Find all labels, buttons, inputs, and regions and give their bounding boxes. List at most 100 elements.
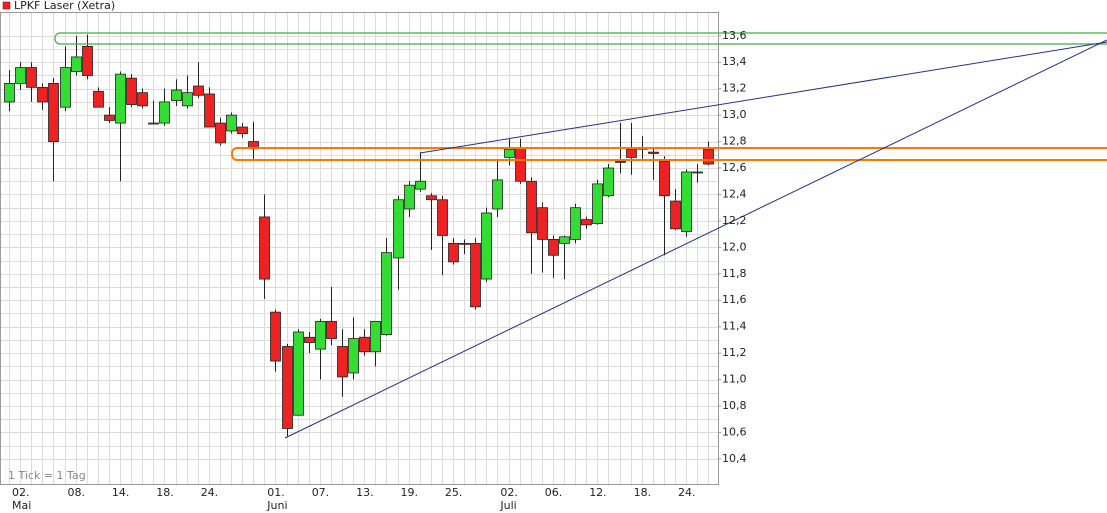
candle-body [537, 207, 548, 240]
candle-body [148, 122, 159, 125]
candle-body [71, 56, 82, 72]
x-tick-label: 01. [267, 486, 285, 499]
x-tick-label: 18. [156, 486, 174, 499]
candle-body [692, 171, 703, 174]
y-tick-label: 11,0 [722, 373, 747, 386]
candle-body [459, 242, 470, 245]
candle-body [559, 236, 570, 244]
candle-body [26, 67, 37, 88]
x-tick-label: 06. [545, 486, 563, 499]
candle-body [703, 149, 714, 165]
month-label: Juli [499, 499, 516, 512]
y-tick-label: 11,6 [722, 293, 747, 306]
candle-body [193, 85, 204, 96]
tick-note: 1 Tick = 1 Tag [8, 469, 86, 482]
x-tick-label: 13. [356, 486, 374, 499]
candle-body [282, 346, 293, 429]
x-tick-label: 18. [634, 486, 652, 499]
candle-body [315, 320, 326, 350]
y-tick-label: 13,0 [722, 108, 747, 121]
y-tick-label: 12,6 [722, 161, 747, 174]
candle-body [626, 149, 637, 158]
candle-body [326, 320, 337, 339]
month-label: Juni [266, 499, 287, 512]
candle-body [515, 147, 526, 182]
y-tick-label: 12,8 [722, 135, 747, 148]
candle-body [93, 90, 104, 108]
candle-body [570, 207, 581, 240]
legend-swatch [2, 1, 11, 10]
x-tick-label: 19. [401, 486, 419, 499]
candle-body [37, 86, 48, 103]
candle-body [304, 336, 315, 343]
candle-body [237, 126, 248, 135]
y-tick-label: 10,8 [722, 399, 747, 412]
x-tick-label: 02. [500, 486, 518, 499]
candle-body [548, 239, 559, 256]
candle-body [370, 320, 381, 353]
x-tick-label: 25. [445, 486, 463, 499]
x-tick-label: 12. [589, 486, 607, 499]
candle-body [259, 216, 270, 280]
candle-body [104, 114, 115, 121]
y-tick-label: 13,2 [722, 82, 747, 95]
month-label: Mai [12, 499, 31, 512]
support-zone [231, 147, 1107, 161]
candle-body [670, 200, 681, 230]
candle-body [337, 346, 348, 378]
y-tick-label: 13,6 [722, 29, 747, 42]
candle-body [48, 82, 59, 142]
candle-body [60, 67, 71, 108]
y-tick-label: 12,0 [722, 240, 747, 253]
candle-body [526, 180, 537, 234]
candle-body [592, 183, 603, 224]
y-tick-label: 11,4 [722, 320, 747, 333]
trend-line [284, 39, 1107, 439]
candle-body [415, 180, 426, 190]
y-tick-label: 12,2 [722, 214, 747, 227]
candle-body [359, 336, 370, 353]
candle-body [581, 219, 592, 226]
candle-body [659, 161, 670, 197]
candle-body [126, 77, 137, 105]
candle-body [348, 338, 359, 374]
candle-body [182, 92, 193, 107]
y-tick-label: 13,4 [722, 55, 747, 68]
candle-body [492, 179, 503, 210]
candle-body [603, 167, 614, 197]
candle-body [15, 67, 26, 84]
candle-body [448, 242, 459, 263]
candle-body [171, 89, 182, 101]
candle-body [437, 199, 448, 236]
x-tick-label: 24. [201, 486, 219, 499]
resistance-zone [54, 32, 1107, 45]
candle-body [404, 184, 415, 210]
candle-body [504, 149, 515, 158]
x-tick-label: 14. [112, 486, 129, 499]
x-tick-label: 24. [678, 486, 696, 499]
annotations [54, 32, 1107, 439]
candles [4, 34, 714, 437]
chart-title: LPKF Laser (Xetra) [14, 0, 115, 12]
candle-body [393, 199, 404, 259]
candle-body [681, 171, 692, 232]
candle-body [226, 114, 237, 132]
x-tick-label: 08. [68, 486, 86, 499]
candle-body [82, 45, 93, 76]
candle-body [215, 122, 226, 144]
candle-body [204, 93, 215, 128]
y-tick-label: 10,4 [722, 452, 747, 465]
candle-body [4, 82, 15, 103]
candle-body [381, 252, 392, 335]
plot-frame [0, 12, 719, 485]
candle-body [470, 242, 481, 308]
candle-body [615, 161, 626, 163]
x-tick-label: 02. [12, 486, 30, 499]
x-tick-label: 07. [312, 486, 330, 499]
candle-body [426, 195, 437, 201]
trend-line [419, 41, 1107, 154]
candle-body [270, 311, 281, 362]
candle-body [481, 212, 492, 280]
y-tick-label: 10,6 [722, 425, 747, 438]
